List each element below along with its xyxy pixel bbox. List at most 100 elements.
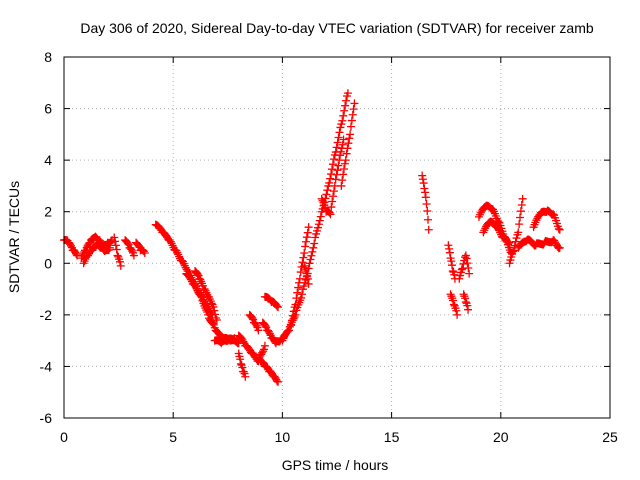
data-point	[309, 243, 318, 252]
data-point	[339, 135, 348, 144]
data-point	[258, 358, 267, 367]
data-point	[139, 247, 148, 256]
data-point	[295, 274, 304, 283]
data-point	[327, 170, 336, 179]
data-point	[347, 116, 356, 125]
data-point	[509, 247, 518, 256]
data-point	[208, 319, 217, 328]
data-point	[288, 311, 297, 320]
series-sat-e	[121, 236, 138, 260]
data-point	[421, 193, 430, 202]
data-point	[549, 210, 558, 219]
data-point	[251, 320, 260, 329]
data-point	[111, 237, 120, 246]
y-tick-label: 4	[44, 152, 52, 168]
data-point	[210, 306, 219, 315]
data-point	[340, 159, 349, 168]
data-point	[511, 237, 520, 246]
data-point	[337, 181, 346, 190]
data-point	[303, 228, 312, 237]
data-point	[230, 334, 239, 343]
data-point	[323, 186, 332, 195]
data-point	[165, 236, 174, 245]
data-point	[274, 303, 283, 312]
data-point	[551, 238, 560, 247]
data-point	[258, 348, 267, 357]
data-point	[444, 241, 453, 250]
data-point	[424, 215, 432, 224]
data-point	[550, 236, 559, 245]
data-point	[329, 155, 338, 164]
data-point	[308, 247, 317, 256]
data-point	[475, 210, 484, 219]
data-point	[113, 251, 122, 260]
data-point	[448, 261, 457, 270]
data-point	[450, 270, 459, 279]
data-point	[505, 238, 514, 247]
x-tick-label: 25	[602, 429, 618, 445]
data-point	[461, 294, 470, 303]
data-point	[554, 224, 563, 233]
data-point	[445, 244, 454, 253]
data-point	[424, 225, 433, 234]
data-point	[465, 269, 474, 278]
data-point	[192, 284, 201, 293]
data-point	[336, 147, 345, 156]
data-point	[274, 377, 283, 386]
series-sat-q	[278, 89, 352, 345]
data-point	[339, 164, 348, 173]
data-point	[449, 296, 458, 305]
data-point	[162, 231, 171, 240]
data-point	[252, 321, 261, 330]
data-point	[310, 239, 319, 248]
data-point	[259, 347, 268, 356]
series-sat-p	[260, 292, 283, 312]
data-point	[340, 106, 349, 115]
data-point	[449, 300, 458, 309]
data-point	[514, 228, 523, 237]
data-point	[336, 151, 345, 160]
data-point	[105, 243, 114, 252]
data-point	[509, 246, 518, 255]
data-point	[517, 201, 526, 210]
data-point	[107, 238, 116, 247]
series-sat-c	[79, 240, 114, 268]
series-sat-i	[191, 267, 221, 325]
data-point	[211, 310, 220, 319]
data-point	[303, 274, 312, 283]
data-point	[186, 275, 195, 284]
series-sat-y	[455, 251, 474, 283]
data-point	[248, 314, 257, 323]
series-sat-d	[110, 233, 125, 270]
data-point	[481, 224, 490, 233]
data-point	[423, 207, 432, 216]
data-point	[453, 310, 462, 319]
data-point	[265, 329, 274, 338]
data-point	[172, 246, 181, 255]
data-point	[555, 225, 564, 234]
series-sat-u	[337, 99, 359, 190]
data-point	[342, 149, 351, 158]
data-point	[553, 243, 562, 252]
data-point	[555, 243, 564, 252]
series-sat-ad	[514, 235, 564, 253]
data-point	[254, 326, 263, 335]
data-point	[336, 123, 345, 132]
series-sat-ae	[529, 206, 564, 234]
data-point	[334, 133, 343, 142]
data-point	[334, 161, 343, 170]
data-point	[111, 241, 120, 250]
data-point	[328, 165, 337, 174]
chart-title: Day 306 of 2020, Sidereal Day-to-day VTE…	[80, 20, 593, 36]
data-point	[305, 259, 314, 268]
x-axis-label: GPS time / hours	[282, 457, 389, 473]
data-point	[293, 288, 302, 297]
data-point	[201, 286, 210, 295]
data-point	[259, 345, 268, 354]
data-point	[345, 134, 354, 143]
data-point	[464, 305, 473, 314]
data-point	[205, 293, 214, 302]
data-point	[335, 128, 344, 137]
data-point	[196, 275, 205, 284]
